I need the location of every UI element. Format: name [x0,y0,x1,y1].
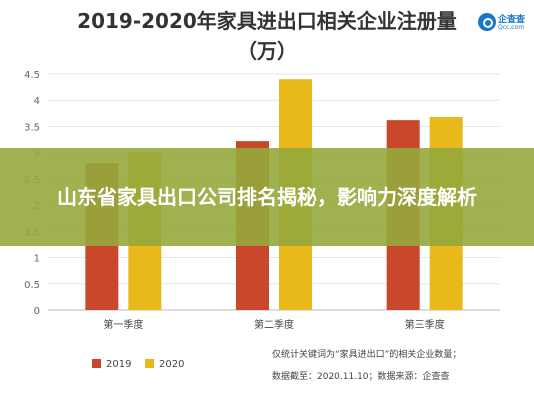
y-tick-label: 0.5 [24,280,40,291]
footnote-line: 仅统计关键词为“家具进出口”的相关企业数量； [272,348,461,360]
magnifier-icon [478,13,496,31]
y-tick-label: 0 [34,306,40,317]
y-tick-label: 3.5 [24,122,40,133]
legend-swatch-2020 [145,359,154,368]
headline-banner: 山东省家具出口公司排名揭秘，影响力深度解析 [0,148,534,246]
x-tick-label: 第三季度 [405,318,445,331]
headline-text: 山东省家具出口公司排名揭秘，影响力深度解析 [57,185,477,209]
x-tick-label: 第二季度 [254,318,294,331]
y-tick-label: 4.5 [24,70,40,81]
legend-label: 2020 [159,359,184,370]
legend-label: 2019 [106,359,131,370]
x-tick-label: 第一季度 [103,318,143,331]
logo-url: Qcc.com [498,24,525,31]
qichacha-logo: 企查查 Qcc.com [478,10,530,36]
logo-name: 企查查 [498,15,526,25]
footnote-line: 数据截至：2020.11.10；数据来源：企查查 [272,370,450,382]
chart-subtitle: （万） [237,39,297,63]
y-tick-label: 1 [34,254,40,265]
chart-title: 2019-2020年家具进出口相关企业注册量 [77,9,457,33]
y-tick-label: 4 [34,96,40,107]
legend-swatch-2019 [92,359,101,368]
